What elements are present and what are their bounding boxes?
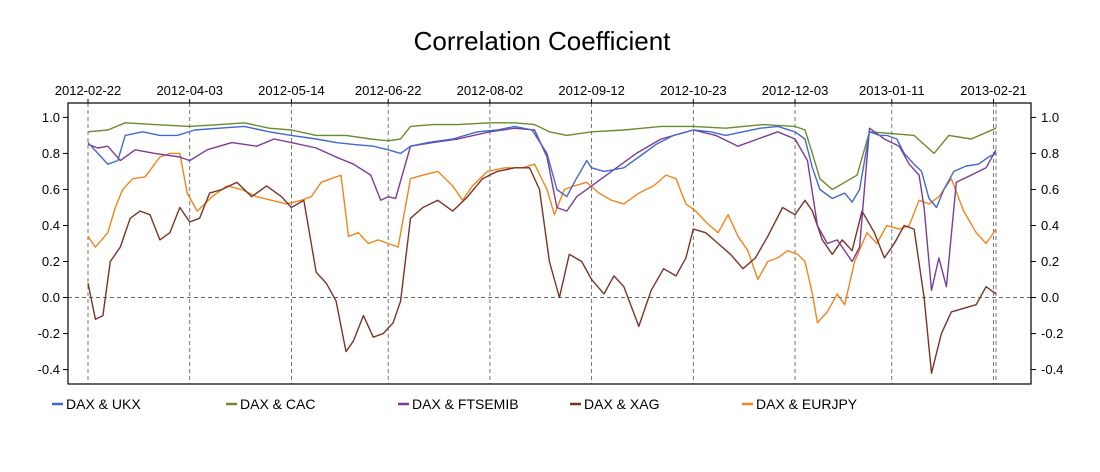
chart-title: Correlation Coefficient [414, 26, 672, 56]
legend: DAX & UKX DAX & CAC DAX & FTSEMIB DAX & XAG… [52, 396, 858, 412]
x-tick-label: 2012-02-22 [55, 83, 122, 98]
x-tick-label: 2012-09-12 [558, 83, 625, 98]
plot-frame [67, 102, 1032, 385]
legend-label-1: DAX & CAC [240, 396, 315, 412]
legend-label-3: DAX & XAG [584, 396, 659, 412]
series-line-4 [87, 152, 997, 324]
x-tick-label: 2012-08-02 [457, 83, 524, 98]
y-tick-label-left: 0.2 [42, 254, 60, 269]
x-tick-label: 2012-04-03 [156, 83, 223, 98]
legend-label-2: DAX & FTSEMIB [412, 396, 519, 412]
y-tick-label-left: -0.4 [38, 362, 60, 377]
series-line-0 [87, 125, 997, 209]
x-tick-label: 2012-06-22 [355, 83, 422, 98]
y-tick-label-right: 0.8 [1041, 146, 1059, 161]
y-tick-label-left: 1.0 [42, 110, 60, 125]
series-line-1 [87, 122, 997, 191]
series-line-3 [87, 167, 997, 374]
y-tick-label-right: 1.0 [1041, 110, 1059, 125]
x-tick-label: 2013-01-11 [859, 83, 925, 98]
legend-label-0: DAX & UKX [66, 396, 141, 412]
y-tick-label-right: 0.4 [1041, 218, 1059, 233]
series-layer [87, 122, 997, 374]
x-tick-label: 2012-12-03 [762, 83, 829, 98]
y-tick-label-right: -0.2 [1041, 326, 1063, 341]
y-tick-label-left: 0.8 [42, 146, 60, 161]
x-tick-label: 2012-10-23 [660, 83, 727, 98]
grid-layer [68, 103, 1031, 384]
y-tick-label-left: 0.0 [42, 290, 60, 305]
y-tick-label-right: 0.0 [1041, 290, 1059, 305]
x-tick-label: 2013-02-21 [960, 83, 1027, 98]
axis-layer: 2012-02-22 2012-04-03 2012-05-14 2012-06-22… [38, 83, 1064, 377]
y-tick-label-right: 0.2 [1041, 254, 1059, 269]
legend-label-4: DAX & EURJPY [756, 396, 858, 412]
y-tick-label-left: -0.2 [38, 326, 60, 341]
y-tick-label-right: 0.6 [1041, 182, 1059, 197]
series-line-2 [87, 127, 997, 291]
y-tick-label-left: 0.6 [42, 182, 60, 197]
y-tick-label-right: -0.4 [1041, 362, 1063, 377]
x-tick-label: 2012-05-14 [258, 83, 325, 98]
y-tick-label-left: 0.4 [42, 218, 60, 233]
